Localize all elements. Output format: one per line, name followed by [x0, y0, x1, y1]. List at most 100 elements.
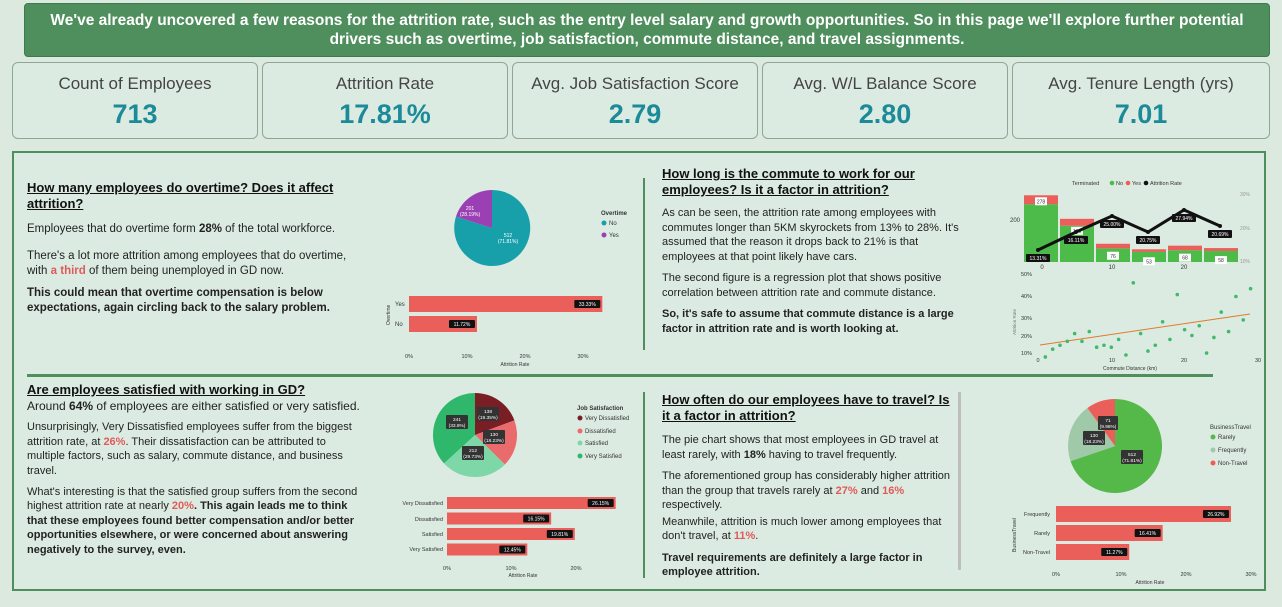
bar-total-bg	[1143, 257, 1155, 266]
tick-label: 30%	[577, 354, 588, 360]
scatter-point	[1094, 345, 1099, 349]
svg-text:241: 241	[453, 417, 461, 423]
bar-no	[1024, 204, 1058, 262]
scatter-point	[1219, 310, 1224, 314]
rate-point	[1074, 230, 1078, 234]
scatter-point	[1204, 351, 1209, 355]
kpi-label: Avg. Tenure Length (yrs)	[1048, 74, 1234, 93]
rate-label: 27.94%	[1176, 216, 1194, 222]
scatter-point	[1043, 355, 1048, 359]
rate-label: 13.31%	[1030, 256, 1048, 262]
data-label-bg	[499, 545, 526, 554]
kpi-job-satisfaction: Avg. Job Satisfaction Score 2.79	[512, 62, 758, 139]
pie-label: 512	[504, 233, 513, 239]
legend-yes: Yes	[609, 233, 619, 239]
tick-label: 0	[1036, 358, 1039, 364]
rate-point	[1146, 230, 1150, 234]
kpi-label: Count of Employees	[58, 74, 212, 93]
tick-label: 10%	[505, 566, 516, 572]
rate-label: 16.11%	[1068, 238, 1085, 244]
legend-yes: Yes	[1132, 181, 1141, 187]
category-label: Frequently	[1024, 512, 1050, 518]
bar	[447, 528, 575, 540]
pie-slice-yes	[456, 190, 492, 228]
tick-label: 30	[1255, 358, 1261, 364]
attrition-rate-line	[1037, 208, 1221, 252]
scatter-point	[1234, 294, 1238, 299]
scatter-point	[1190, 333, 1194, 338]
axis-title-x: Attrition Rate	[509, 573, 538, 579]
tick-label: 0%	[443, 566, 451, 572]
scatter-point	[1138, 331, 1143, 336]
bar-total-label: 68	[1182, 256, 1188, 262]
tick-label: 20%	[1180, 572, 1191, 578]
legend-item: Very Dissatisfied	[585, 416, 629, 422]
svg-text:(29.73%): (29.73%)	[463, 454, 483, 460]
commute-combo-chart: Terminated No Yes Attrition Rate 200 278…	[1010, 180, 1251, 271]
axis-title-y: BusinessTravel	[1012, 518, 1018, 552]
satisfaction-question: Are employees satisfied with working in …	[27, 382, 306, 397]
category-label: Very Satisfied	[409, 547, 443, 553]
category-label: No	[395, 322, 403, 328]
commute-regression-plot: Attrition Rate 50% 40% 30% 20% 10% 0 10 …	[1012, 272, 1261, 372]
legend-item: Very Satisfied	[585, 454, 622, 460]
divider	[643, 178, 645, 350]
travel-bar-chart: BusinessTravel Frequently Rarely Non-Tra…	[1012, 506, 1257, 586]
scatter-point	[1212, 335, 1216, 340]
travel-question: How often do our employees have to trave…	[662, 392, 950, 423]
bar-total-label: 58	[1218, 258, 1224, 264]
rate-label-bg	[1208, 230, 1232, 238]
tick-label: 20%	[519, 354, 530, 360]
legend-item: Dissatisfied	[585, 429, 616, 435]
kpi-tenure-length: Avg. Tenure Length (yrs) 7.01	[1012, 62, 1270, 139]
tick-label: 10%	[461, 354, 472, 360]
tick-label: 0	[1040, 265, 1044, 271]
data-label-bg	[574, 300, 601, 308]
scatter-point	[1080, 339, 1084, 344]
bar-total-label: 278	[1037, 199, 1046, 205]
banner-text: We've already uncovered a few reasons fo…	[50, 12, 1244, 48]
scatter-point	[1226, 329, 1231, 334]
legend-item: Frequently	[1218, 448, 1246, 454]
tick-label: 10%	[1021, 351, 1032, 357]
pie-slice-no	[454, 189, 531, 266]
scatter-point	[1182, 327, 1187, 332]
legend-title: Terminated	[1072, 181, 1099, 187]
scatter-point	[1087, 329, 1092, 334]
tick-label: 0%	[405, 354, 413, 360]
bar-yes	[1168, 245, 1202, 251]
scatter-point	[1131, 281, 1136, 285]
tick-label: 30%	[1240, 192, 1251, 198]
legend-item: Rarely	[1218, 435, 1235, 441]
commute-text: As can be seen, the attrition rate among…	[662, 207, 959, 335]
axis-title-x: Attrition Rate	[1136, 580, 1165, 586]
legend-title: Overtime	[601, 211, 628, 217]
svg-text:130: 130	[1090, 433, 1098, 439]
kpi-label: Avg. Job Satisfaction Score	[531, 74, 739, 93]
tick-label: 50%	[1021, 272, 1032, 278]
legend-title: BusinessTravel	[1210, 425, 1251, 431]
data-label-bg	[1202, 510, 1229, 518]
rate-label-bg	[1064, 236, 1088, 244]
bar-total-bg	[1179, 253, 1191, 262]
travel-pie: 512 (71.81%) 130 (18.23%) 71 (9.96%) Bus…	[1068, 399, 1251, 493]
data-label-bg	[1101, 548, 1128, 556]
rate-label: 20.69%	[1212, 232, 1230, 238]
satisfaction-bar-chart: Very Dissatisfied Dissatisfied Satisfied…	[402, 497, 616, 579]
category-label: Very Dissatisfied	[402, 501, 443, 507]
bar-yes	[1096, 243, 1130, 249]
svg-text:(71.81%): (71.81%)	[1122, 458, 1142, 464]
data-label: 16.15%	[528, 517, 546, 523]
legend-item: Satisfied	[585, 441, 608, 447]
divider	[643, 392, 645, 578]
rate-label: 20.75%	[1140, 238, 1158, 244]
category-label: Non-Travel	[1023, 550, 1050, 556]
tick-label: 20%	[1240, 226, 1251, 232]
svg-text:512: 512	[1128, 452, 1136, 458]
legend-no: No	[1116, 181, 1123, 187]
bar	[447, 497, 616, 509]
tick-label: 0%	[1052, 572, 1060, 578]
tick-label: 10	[1109, 265, 1116, 271]
scatter-point	[1116, 337, 1121, 342]
axis-title-y: Attrition Rate	[1012, 308, 1017, 335]
